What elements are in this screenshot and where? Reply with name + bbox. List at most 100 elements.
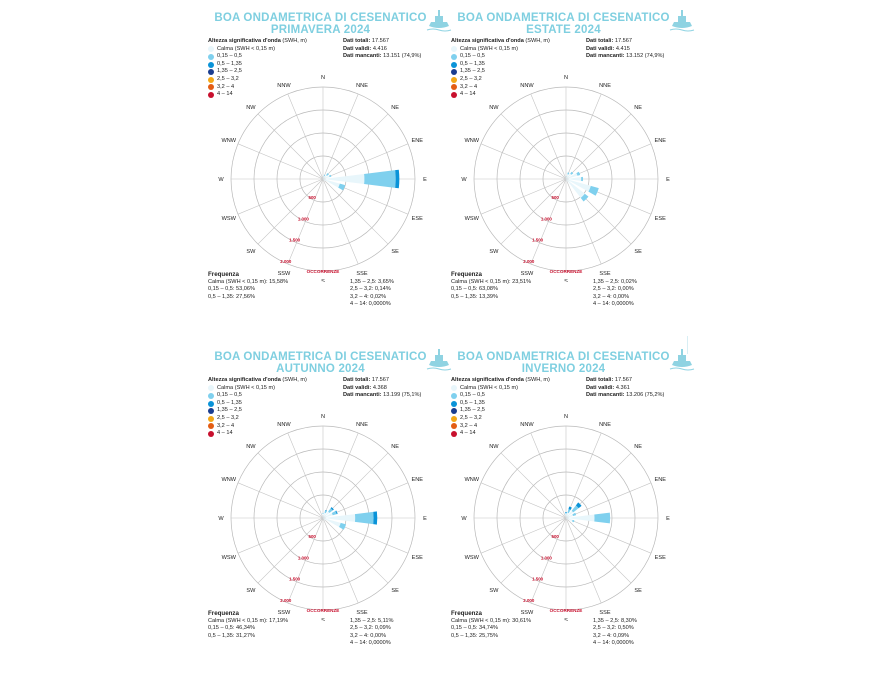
grid-spoke (322, 517, 359, 604)
frequency-entry: 0,15 – 0,5: 53,06% (208, 286, 255, 293)
legend-item: 0,15 – 0,5 (451, 53, 550, 61)
grid-spoke (565, 178, 602, 265)
radial-labels: 500 1.000 1.500 2.000 (523, 195, 559, 264)
sector-nne-seg0 (566, 512, 569, 518)
total-data: Dati totali: 17.567 (343, 377, 421, 385)
direction-label-n: N (321, 75, 325, 81)
legend-swatch (208, 385, 214, 392)
sector-nne-seg1 (324, 510, 327, 514)
info-value: 4.415 (615, 45, 630, 52)
legend-item: Calma (SWH < 0,15 m) (208, 46, 307, 54)
direction-label-wsw: WSW (222, 555, 237, 561)
sector-ne-seg1 (328, 508, 333, 513)
frequency-entry: 3,2 – 4: 0,00% (350, 632, 387, 639)
radial-title: OCCORRENZE (550, 269, 583, 274)
legend-label: Calma (SWH < 0,15 m) (460, 45, 518, 52)
frequency-entry: 1,35 – 2,5: 0,02% (593, 278, 637, 285)
panel-inverno: BOA ONDAMETRICA DI CESENATICO INVERNO 202… (451, 343, 696, 678)
sector-se-seg0 (323, 518, 326, 521)
grid-spoke (322, 452, 389, 519)
direction-label-ne: NE (634, 444, 642, 450)
sector-ene-seg2 (335, 510, 338, 515)
direction-label-ene: ENE (411, 477, 423, 483)
sector-nw-seg0 (322, 178, 323, 179)
legend-label: 4 – 14 (460, 91, 476, 98)
direction-label-ese: ESE (412, 555, 423, 561)
sector-ese-seg0 (323, 518, 341, 528)
sector-ne-seg0 (566, 510, 574, 518)
direction-label-w: W (218, 516, 224, 522)
direction-label-nw: NW (489, 105, 499, 111)
radial-title: OCCORRENZE (307, 608, 340, 613)
grid-spoke (237, 143, 324, 180)
legend-item: 4 – 14 (451, 430, 550, 438)
radial-title: OCCORRENZE (550, 608, 583, 613)
info-label: Dati mancanti: (343, 53, 384, 60)
grid-spoke (530, 178, 567, 265)
direction-label-ese: ESE (655, 555, 666, 561)
direction-label-ene: ENE (654, 138, 666, 144)
direction-label-nnw: NNW (277, 83, 291, 89)
frequency-entry: 2,5 – 3,2: 0,14% (350, 286, 391, 293)
info-value: 4.361 (615, 384, 630, 391)
chart-subtitle: PRIMAVERA 2024 (270, 24, 371, 36)
total-data: Dati totali: 17.567 (586, 38, 664, 46)
frequency-entry: 2,5 – 3,2: 0,09% (350, 625, 391, 632)
grid-spoke (257, 178, 324, 245)
frequency-entry: 4 – 14: 0,0000% (350, 640, 391, 647)
sector-nnw-seg0 (565, 516, 566, 518)
legend-item: 3,2 – 4 (208, 423, 307, 431)
info-label: Dati validi: (586, 45, 616, 52)
sector-ne-seg0 (323, 175, 327, 179)
sector-ene-seg0 (566, 173, 578, 179)
chart-subtitle: ESTATE 2024 (526, 24, 601, 36)
sector-sse-seg0 (566, 518, 567, 520)
legend-item: 0,5 – 1,35 (451, 400, 550, 408)
grid-spoke (500, 517, 567, 584)
radial-label: 1.500 (532, 577, 544, 582)
legend-item: 0,5 – 1,35 (208, 400, 307, 408)
frequency-col-1: Calma (SWH < 0,15 m): 23,51% 0,15 – 0,5: … (451, 279, 593, 309)
sector-e-seg1 (581, 176, 584, 182)
frequency-entry: 0,5 – 1,35: 31,27% (208, 632, 255, 639)
chart-title: BOA ONDAMETRICA DI CESENATICO (457, 12, 670, 24)
direction-label-w: W (461, 516, 467, 522)
radial-label: 500 (309, 195, 317, 200)
direction-label-e: E (423, 177, 427, 183)
legend-swatch (208, 53, 214, 60)
legend: Altezza significativa d'onda (SWH, m) Cal… (208, 38, 307, 99)
grid (230, 86, 416, 272)
legend-item: 2,5 – 3,2 (451, 415, 550, 423)
grid-spoke (287, 432, 324, 519)
sector-ese-seg1 (339, 522, 347, 530)
radial-label: 500 (552, 195, 560, 200)
sector-e-seg1 (594, 512, 611, 524)
grid-spoke (287, 178, 324, 265)
legend-label: 1,35 – 2,5 (460, 68, 485, 75)
grid-spoke (565, 482, 652, 519)
legend-label: 0,15 – 0,5 (217, 392, 242, 399)
sector-nne-seg0 (323, 512, 326, 518)
direction-label-s: S (321, 279, 325, 282)
legend-swatch (208, 69, 214, 76)
sector-nne-seg0 (323, 175, 325, 179)
grid-spoke (480, 517, 567, 554)
sector-se-seg0 (566, 179, 585, 198)
sector-ese-seg0 (566, 179, 591, 192)
info-label: Dati validi: (343, 45, 373, 52)
grid (230, 425, 416, 611)
sector-ene-seg0 (323, 513, 333, 518)
sector-nne-seg2 (325, 510, 328, 512)
legend-item: 0,15 – 0,5 (208, 392, 307, 400)
frequency-entry: 0,15 – 0,5: 63,08% (451, 286, 498, 293)
grid-spoke (565, 93, 602, 180)
valid-data: Dati validi: 4.368 (343, 385, 421, 393)
sector-nne-seg1 (567, 172, 570, 175)
legend-swatch (208, 415, 214, 422)
frequency-entry: 0,15 – 0,5: 34,74% (451, 625, 498, 632)
legend-item: 1,35 – 2,5 (451, 407, 550, 415)
legend-label: 1,35 – 2,5 (217, 407, 242, 414)
legend-item: 4 – 14 (451, 91, 550, 99)
direction-labels: N NNE NE ENE E ESE SE SSE S SSW SW WSW W WNW NW NNW (461, 75, 670, 282)
chart-title: BOA ONDAMETRICA DI CESENATICO (214, 351, 427, 363)
